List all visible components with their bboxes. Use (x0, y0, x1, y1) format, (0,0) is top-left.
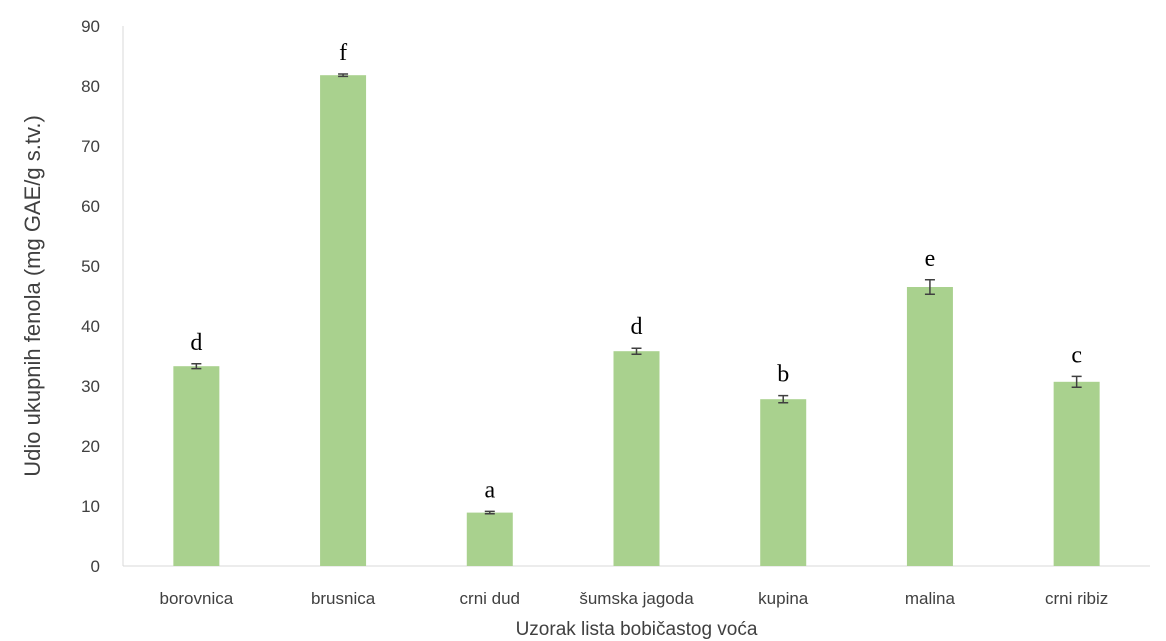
y-tick-label: 0 (91, 557, 100, 576)
error-bar (1071, 375, 1082, 388)
x-tick-label: borovnica (159, 589, 233, 608)
x-tick-label: crni dud (460, 589, 520, 608)
significance-label: e (925, 246, 936, 272)
significance-label: d (190, 330, 202, 356)
bar (466, 512, 513, 566)
y-axis-ticks: 0 10 20 30 40 50 60 70 80 90 (81, 17, 100, 576)
x-tick-label: brusnica (311, 589, 376, 608)
bars: d f a d b e c (173, 40, 1100, 566)
error-bar (924, 279, 935, 295)
x-tick-label: kupina (758, 589, 809, 608)
x-tick-label: malina (905, 589, 956, 608)
error-bar (631, 347, 642, 355)
significance-label: b (777, 362, 789, 388)
bar (320, 75, 367, 566)
y-tick-label: 90 (81, 17, 100, 36)
y-tick-label: 40 (81, 317, 100, 336)
significance-label: d (631, 314, 643, 340)
y-tick-label: 80 (81, 77, 100, 96)
error-bar (484, 510, 495, 515)
y-tick-label: 60 (81, 197, 100, 216)
significance-label: f (339, 40, 347, 66)
bar (906, 287, 953, 566)
y-tick-label: 50 (81, 257, 100, 276)
y-axis-title: Udio ukupnih fenola (mg GAE/g s.tv.) (20, 115, 45, 477)
bar (173, 366, 220, 566)
error-bar (338, 73, 349, 78)
x-axis-title: Uzorak lista bobičastog voća (516, 619, 758, 640)
y-tick-label: 70 (81, 137, 100, 156)
bar (1053, 381, 1100, 566)
bar (613, 351, 660, 566)
x-axis-ticks: borovnica brusnica crni dud šumska jagoda ku… (159, 589, 1108, 608)
y-tick-label: 10 (81, 497, 100, 516)
y-tick-label: 30 (81, 377, 100, 396)
x-tick-label: šumska jagoda (579, 589, 694, 608)
x-tick-label: crni ribiz (1045, 589, 1108, 608)
error-bar (191, 363, 202, 370)
y-tick-label: 20 (81, 437, 100, 456)
error-bar (778, 394, 789, 404)
significance-label: c (1071, 342, 1082, 368)
bar (760, 399, 807, 566)
significance-label: a (484, 477, 495, 503)
